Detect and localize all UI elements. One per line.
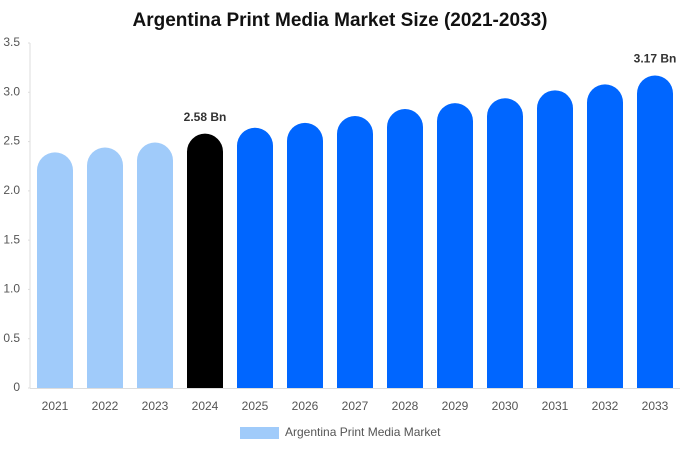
x-tick-label: 2021	[42, 399, 69, 413]
bar	[137, 142, 173, 388]
x-tick-label: 2025	[242, 399, 269, 413]
y-tick-label: 0.5	[3, 331, 20, 345]
bar	[37, 152, 73, 388]
x-tick-label: 2032	[592, 399, 619, 413]
x-tick-label: 2024	[192, 399, 219, 413]
x-tick-label: 2029	[442, 399, 469, 413]
bar	[287, 122, 323, 389]
y-tick-label: 3.0	[3, 84, 20, 98]
bar	[487, 98, 523, 388]
y-tick-label: 1.5	[3, 232, 20, 246]
y-tick-label: 0	[13, 380, 20, 394]
x-tick-label: 2030	[492, 399, 519, 413]
bar	[637, 75, 673, 389]
y-tick-label: 1.0	[3, 282, 20, 296]
y-tick-label: 3.5	[3, 35, 20, 49]
y-tick-label: 2.0	[3, 183, 20, 197]
bar	[437, 103, 473, 388]
legend-label: Argentina Print Media Market	[285, 425, 441, 439]
bar	[587, 84, 623, 389]
bar	[187, 133, 223, 388]
legend-swatch	[240, 427, 279, 439]
bar	[387, 109, 423, 389]
x-tick-label: 2033	[642, 399, 669, 413]
value-label: 2.58 Bn	[184, 110, 227, 124]
x-tick-label: 2022	[92, 399, 119, 413]
x-tick-label: 2026	[292, 399, 319, 413]
x-tick-label: 2028	[392, 399, 419, 413]
value-label: 3.17 Bn	[634, 52, 677, 66]
y-tick-label: 2.5	[3, 134, 20, 148]
bar	[337, 115, 373, 388]
bar	[237, 127, 273, 388]
bar	[537, 90, 573, 389]
x-tick-label: 2023	[142, 399, 169, 413]
chart-title: Argentina Print Media Market Size (2021-…	[133, 10, 548, 31]
x-tick-label: 2031	[542, 399, 569, 413]
bar	[87, 147, 123, 388]
x-tick-label: 2027	[342, 399, 369, 413]
